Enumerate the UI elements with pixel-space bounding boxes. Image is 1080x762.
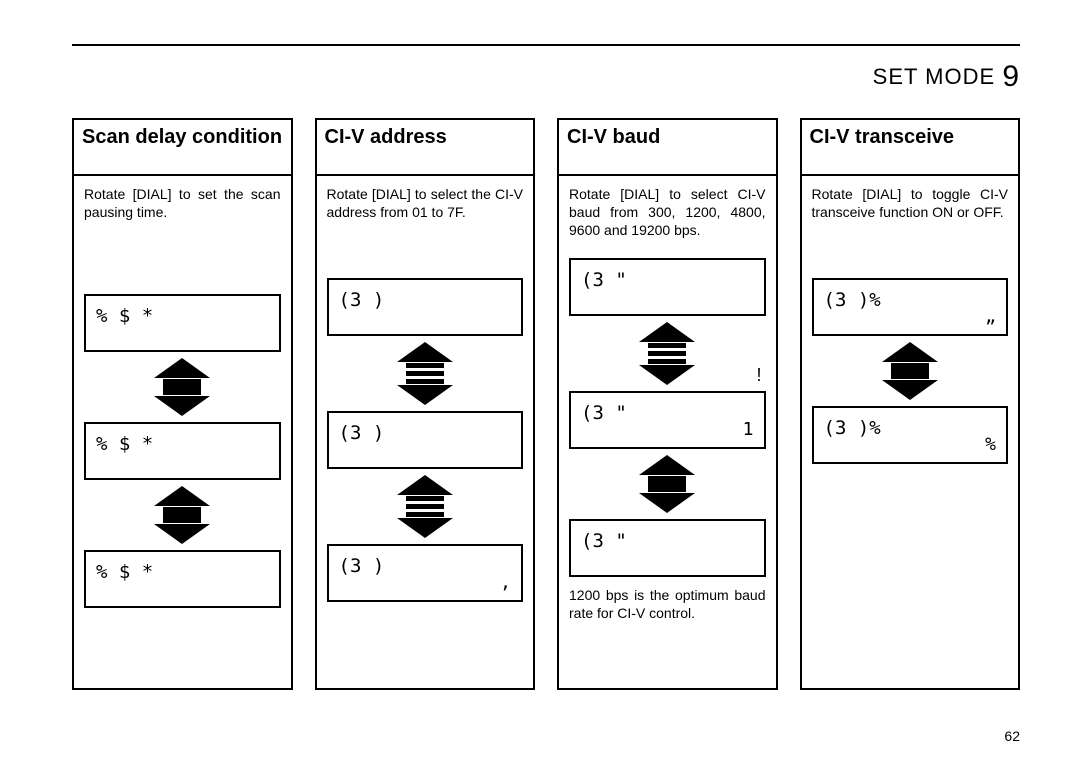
col-desc: Rotate [DIAL] to select the CI-V address… — [327, 186, 524, 222]
col-body: Rotate [DIAL] to set the scan pausing ti… — [74, 176, 291, 688]
column-scan-delay: Scan delay condition Rotate [DIAL] to se… — [72, 118, 293, 690]
updown-arrow-striped-icon — [327, 342, 524, 405]
state-main: % $ * — [96, 561, 153, 583]
updown-arrow-icon — [812, 342, 1009, 400]
state-sub: „ — [985, 305, 996, 328]
col-title: Scan delay condition — [74, 120, 291, 176]
state-main: (3 )% — [824, 417, 881, 439]
updown-arrow-icon — [84, 486, 281, 544]
state-main: (3 ) — [339, 422, 385, 444]
header-number: 9 — [1002, 60, 1020, 93]
state-main: (3 " — [581, 402, 627, 424]
state-box: (3 " — [569, 519, 766, 577]
col-title: CI-V baud — [559, 120, 776, 176]
state-sub: % — [985, 433, 996, 456]
state-main: (3 )% — [824, 289, 881, 311]
updown-arrow-striped-icon — [569, 322, 766, 385]
state-box: (3 )% % — [812, 406, 1009, 464]
column-civ-baud: CI-V baud Rotate [DIAL] to select CI-V b… — [557, 118, 778, 690]
col-desc: Rotate [DIAL] to toggle CI-V transceive … — [812, 186, 1009, 222]
state-main: (3 " — [581, 269, 627, 291]
spacer — [84, 240, 281, 294]
col-body: Rotate [DIAL] to select the CI-V address… — [317, 176, 534, 688]
col-desc: Rotate [DIAL] to set the scan pausing ti… — [84, 186, 281, 222]
arrow-side-label: ! — [756, 364, 761, 387]
state-box: (3 ) — [327, 411, 524, 469]
state-box: (3 ) — [327, 278, 524, 336]
state-box: (3 " — [569, 258, 766, 316]
updown-arrow-icon — [569, 455, 766, 513]
state-box: % $ * — [84, 422, 281, 480]
state-box: (3 " 1 — [569, 391, 766, 449]
column-civ-transceive: CI-V transceive Rotate [DIAL] to toggle … — [800, 118, 1021, 690]
col-title: CI-V transceive — [802, 120, 1019, 176]
col-body: Rotate [DIAL] to toggle CI-V transceive … — [802, 176, 1019, 688]
state-box: % $ * — [84, 550, 281, 608]
col-footnote: 1200 bps is the optimum baud rate for CI… — [569, 587, 766, 623]
col-desc: Rotate [DIAL] to select CI-V baud from 3… — [569, 186, 766, 240]
page-number: 62 — [1004, 728, 1020, 744]
state-sub: 1 — [743, 418, 754, 441]
state-main: % $ * — [96, 305, 153, 327]
header-label: SET MODE — [873, 64, 996, 89]
state-box: (3 ) , — [327, 544, 524, 602]
col-body: Rotate [DIAL] to select CI-V baud from 3… — [559, 176, 776, 688]
state-sub: , — [500, 571, 511, 594]
page-header: SET MODE 9 — [72, 60, 1020, 94]
column-civ-address: CI-V address Rotate [DIAL] to select the… — [315, 118, 536, 690]
updown-arrow-striped-icon — [327, 475, 524, 538]
columns-row: Scan delay condition Rotate [DIAL] to se… — [72, 118, 1020, 690]
spacer — [327, 240, 524, 278]
col-title: CI-V address — [317, 120, 534, 176]
spacer — [812, 240, 1009, 278]
top-rule — [72, 44, 1020, 46]
state-box: % $ * — [84, 294, 281, 352]
state-box: (3 )% „ — [812, 278, 1009, 336]
state-main: (3 " — [581, 530, 627, 552]
manual-page: SET MODE 9 Scan delay condition Rotate [… — [0, 0, 1080, 762]
arrow-wrapper: ! — [569, 316, 766, 391]
state-main: % $ * — [96, 433, 153, 455]
state-main: (3 ) — [339, 555, 385, 577]
updown-arrow-icon — [84, 358, 281, 416]
state-main: (3 ) — [339, 289, 385, 311]
